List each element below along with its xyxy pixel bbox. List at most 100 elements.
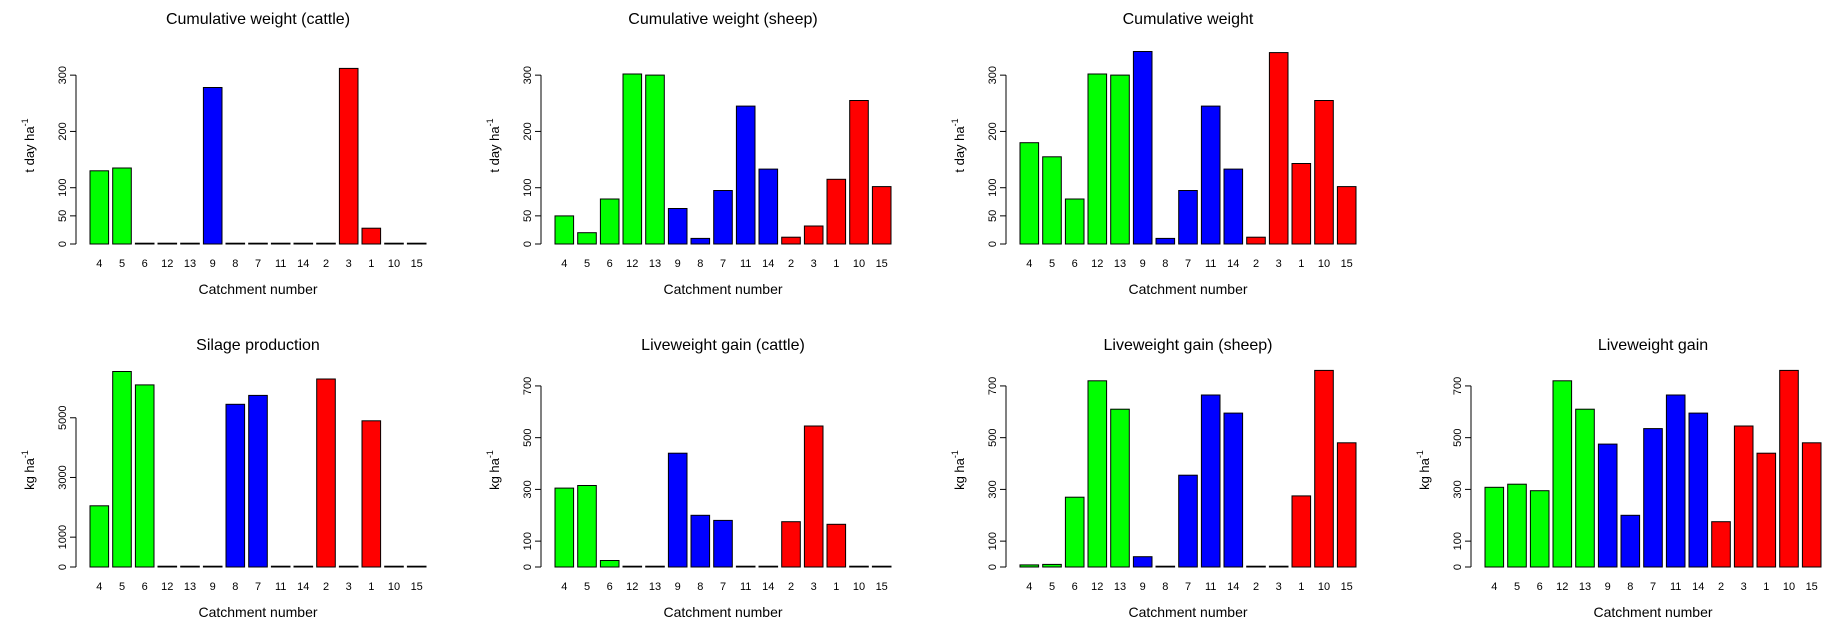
bar-5	[1042, 156, 1062, 245]
bar-12	[622, 73, 643, 245]
x-axis-label: Catchment number	[198, 281, 317, 297]
x-tick-label: 1	[1298, 581, 1304, 593]
y-tick-label: 0	[522, 241, 534, 247]
y-axis-label-exponent: -1	[1415, 450, 1425, 458]
bar-3	[338, 67, 359, 245]
bar-14	[1688, 412, 1709, 568]
bar-3	[1268, 565, 1289, 568]
bar-13	[1575, 408, 1595, 568]
x-tick-label: 4	[1026, 581, 1032, 593]
bar-7	[713, 190, 733, 245]
bar-13	[180, 565, 200, 568]
y-axis-label-base: t day ha	[487, 126, 502, 173]
y-tick-label: 0	[987, 241, 999, 247]
bar-3	[803, 425, 824, 568]
x-tick-label: 1	[1763, 581, 1769, 593]
x-tick-label: 9	[675, 258, 681, 270]
x-tick-label: 12	[626, 581, 638, 593]
x-tick-label: 8	[1162, 581, 1168, 593]
bar-14	[1223, 168, 1244, 245]
bar-11	[1665, 394, 1686, 568]
bar-2	[781, 236, 801, 245]
y-tick-label: 50	[57, 210, 69, 222]
bar-7	[248, 394, 268, 568]
x-tick-label: 5	[584, 258, 590, 270]
bar-13	[180, 242, 200, 245]
y-tick-label: 100	[987, 179, 999, 197]
y-tick-label: 0	[57, 241, 69, 247]
bar-12	[1087, 380, 1108, 568]
bar-9	[1132, 51, 1153, 245]
bar-3	[803, 225, 824, 245]
bar-15	[406, 242, 427, 245]
x-tick-label: 5	[1049, 258, 1055, 270]
y-axis-label-base: kg ha	[22, 457, 37, 490]
chart-title: Liveweight gain (sheep)	[1104, 337, 1273, 354]
bar-4	[1019, 564, 1040, 568]
y-tick-label: 300	[987, 66, 999, 84]
x-tick-label: 7	[1650, 581, 1656, 593]
chart-title: Cumulative weight (sheep)	[628, 11, 817, 28]
x-tick-label: 14	[762, 258, 774, 270]
bar-3	[1268, 52, 1289, 245]
bar-4	[89, 505, 110, 568]
bar-4	[554, 215, 575, 245]
x-tick-label: 15	[1341, 258, 1353, 270]
chart-panel-1: 4 5 6 12 13 9 8 7 11 14 2 3 1 10 15 0 50 100 200 300 t day h…	[20, 11, 427, 297]
x-tick-label: 6	[607, 258, 613, 270]
bar-9	[667, 452, 688, 568]
y-axis-label-base: kg ha	[487, 457, 502, 490]
y-tick-label: 300	[57, 66, 69, 84]
bar-12	[1087, 73, 1108, 245]
x-tick-label: 3	[1741, 581, 1747, 593]
x-tick-label: 6	[1537, 581, 1543, 593]
x-tick-label: 4	[96, 581, 102, 593]
bar-10	[1779, 369, 1799, 568]
x-tick-label: 8	[1627, 581, 1633, 593]
x-tick-label: 6	[142, 581, 148, 593]
x-tick-label: 13	[649, 581, 661, 593]
bar-9	[202, 565, 223, 568]
bar-1	[826, 178, 847, 245]
x-tick-label: 2	[1253, 581, 1259, 593]
y-tick-label: 0	[57, 564, 69, 570]
bar-4	[89, 170, 110, 245]
y-tick-label: 200	[57, 122, 69, 140]
y-tick-label: 500	[987, 428, 999, 446]
bar-1	[1291, 495, 1312, 568]
bar-9	[202, 87, 223, 245]
x-tick-label: 2	[323, 581, 329, 593]
y-axis-label-exponent: -1	[950, 450, 960, 458]
x-tick-label: 10	[1783, 581, 1795, 593]
bar-7	[713, 519, 733, 568]
bar-10	[384, 565, 404, 568]
y-tick-label: 3000	[57, 465, 69, 489]
x-tick-label: 2	[323, 258, 329, 270]
x-tick-label: 14	[1227, 581, 1239, 593]
bar-12	[157, 242, 178, 245]
x-tick-label: 3	[346, 581, 352, 593]
y-tick-label: 100	[987, 532, 999, 550]
x-tick-label: 12	[1091, 258, 1103, 270]
chart-panel-3: 4 5 6 12 13 9 8 7 11 14 2 3 1 10 15 0 50 100 200 300 t day h…	[950, 11, 1357, 297]
bar-11	[270, 565, 291, 568]
bar-9	[1597, 443, 1618, 568]
x-tick-label: 8	[1162, 258, 1168, 270]
bar-11	[735, 565, 756, 568]
x-tick-label: 12	[161, 581, 173, 593]
x-tick-label: 3	[811, 258, 817, 270]
bar-8	[690, 514, 711, 568]
bar-5	[1042, 563, 1062, 568]
chart-title: Cumulative weight (cattle)	[166, 11, 350, 28]
x-tick-label: 1	[833, 581, 839, 593]
chart-panel-2: 4 5 6 12 13 9 8 7 11 14 2 3 1 10 15 0 50 100 200 300 t day h…	[485, 11, 892, 297]
y-tick-label: 0	[987, 564, 999, 570]
y-tick-label: 700	[522, 377, 534, 395]
bar-1	[361, 227, 382, 245]
x-tick-label: 13	[1114, 581, 1126, 593]
x-tick-label: 14	[297, 581, 309, 593]
y-tick-label: 700	[1452, 377, 1464, 395]
bar-10	[849, 100, 869, 245]
x-tick-label: 7	[1185, 258, 1191, 270]
y-tick-label: 200	[522, 122, 534, 140]
